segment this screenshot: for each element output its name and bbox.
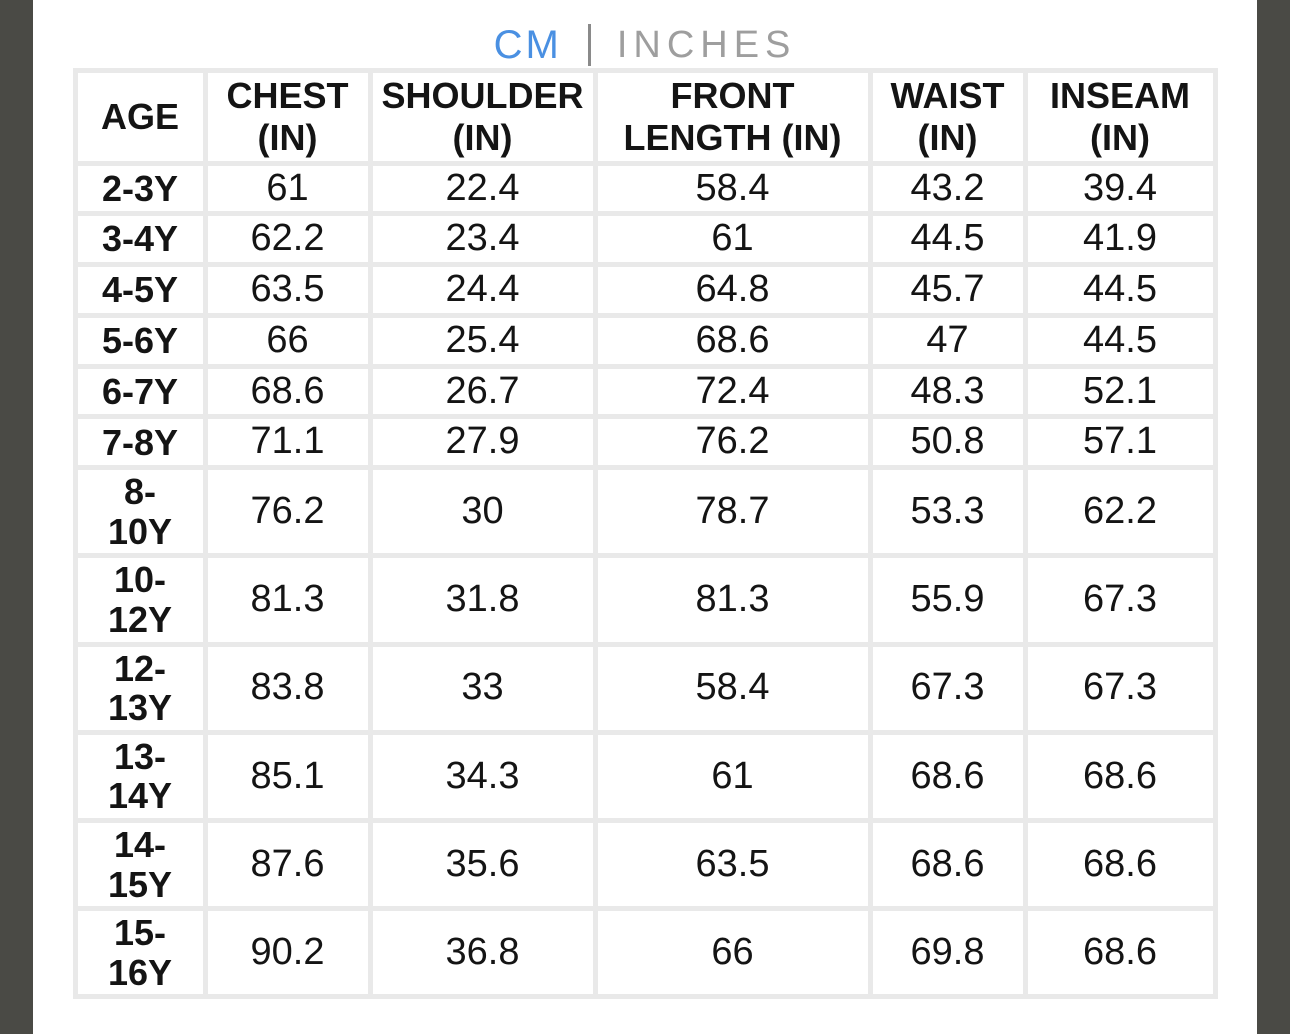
table-row: 8- 10Y 76.2 30 78.7 53.3 62.2 (77, 470, 1213, 554)
inseam-cell: 44.5 (1027, 317, 1213, 364)
inseam-cell: 68.6 (1027, 734, 1213, 819)
inseam-cell: 44.5 (1027, 267, 1213, 313)
waist-cell: 50.8 (872, 419, 1023, 466)
age-cell: 6-7Y (77, 368, 203, 415)
unit-cm-button[interactable]: CM (493, 22, 562, 67)
table-row: 10- 12Y 81.3 31.8 81.3 55.9 67.3 (77, 558, 1213, 642)
front-length-cell: 64.8 (597, 267, 868, 313)
age-cell: 7-8Y (77, 419, 203, 466)
screen-edge-right (1257, 0, 1290, 1034)
front-length-cell: 78.7 (597, 470, 868, 554)
unit-toggle: CM INCHES (0, 0, 1290, 68)
age-cell: 8- 10Y (77, 470, 203, 554)
header-row: AGE CHEST (IN) SHOULDER (IN) FRONT LENGT… (77, 73, 1213, 161)
table-body: 2-3Y 61 22.4 58.4 43.2 39.4 3-4Y 62.2 23… (77, 165, 1213, 995)
front-length-cell: 61 (597, 734, 868, 819)
chest-cell: 83.8 (207, 646, 368, 730)
shoulder-cell: 31.8 (372, 558, 593, 642)
chest-cell: 66 (207, 317, 368, 364)
front-length-cell: 76.2 (597, 419, 868, 466)
inseam-cell: 67.3 (1027, 646, 1213, 730)
age-cell: 3-4Y (77, 216, 203, 263)
inseam-cell: 41.9 (1027, 216, 1213, 263)
toggle-divider (587, 24, 591, 66)
age-cell: 15- 16Y (77, 911, 203, 995)
chest-cell: 85.1 (207, 734, 368, 819)
chest-cell: 61 (207, 165, 368, 212)
front-length-cell: 61 (597, 216, 868, 263)
chest-cell: 76.2 (207, 470, 368, 554)
shoulder-cell: 25.4 (372, 317, 593, 364)
inseam-cell: 68.6 (1027, 823, 1213, 907)
table-row: 4-5Y 63.5 24.4 64.8 45.7 44.5 (77, 267, 1213, 313)
shoulder-cell: 24.4 (372, 267, 593, 313)
front-length-cell: 58.4 (597, 165, 868, 212)
inseam-cell: 39.4 (1027, 165, 1213, 212)
waist-cell: 44.5 (872, 216, 1023, 263)
shoulder-cell: 26.7 (372, 368, 593, 415)
table-row: 15- 16Y 90.2 36.8 66 69.8 68.6 (77, 911, 1213, 995)
table-row: 2-3Y 61 22.4 58.4 43.2 39.4 (77, 165, 1213, 212)
col-header-age: AGE (77, 73, 203, 161)
waist-cell: 45.7 (872, 267, 1023, 313)
chest-cell: 68.6 (207, 368, 368, 415)
size-chart-table: AGE CHEST (IN) SHOULDER (IN) FRONT LENGT… (72, 68, 1218, 1000)
waist-cell: 55.9 (872, 558, 1023, 642)
chest-cell: 87.6 (207, 823, 368, 907)
age-cell: 2-3Y (77, 165, 203, 212)
table-row: 13- 14Y 85.1 34.3 61 68.6 68.6 (77, 734, 1213, 819)
inseam-cell: 68.6 (1027, 911, 1213, 995)
waist-cell: 53.3 (872, 470, 1023, 554)
front-length-cell: 72.4 (597, 368, 868, 415)
col-header-shoulder: SHOULDER (IN) (372, 73, 593, 161)
age-cell: 13- 14Y (77, 734, 203, 819)
waist-cell: 68.6 (872, 734, 1023, 819)
table-row: 5-6Y 66 25.4 68.6 47 44.5 (77, 317, 1213, 364)
front-length-cell: 81.3 (597, 558, 868, 642)
front-length-cell: 63.5 (597, 823, 868, 907)
unit-inches-button[interactable]: INCHES (616, 23, 797, 66)
age-cell: 12- 13Y (77, 646, 203, 730)
table-row: 3-4Y 62.2 23.4 61 44.5 41.9 (77, 216, 1213, 263)
inseam-cell: 57.1 (1027, 419, 1213, 466)
waist-cell: 68.6 (872, 823, 1023, 907)
inseam-cell: 52.1 (1027, 368, 1213, 415)
waist-cell: 47 (872, 317, 1023, 364)
table-row: 14- 15Y 87.6 35.6 63.5 68.6 68.6 (77, 823, 1213, 907)
inseam-cell: 67.3 (1027, 558, 1213, 642)
chest-cell: 90.2 (207, 911, 368, 995)
table-row: 6-7Y 68.6 26.7 72.4 48.3 52.1 (77, 368, 1213, 415)
shoulder-cell: 35.6 (372, 823, 593, 907)
chest-cell: 63.5 (207, 267, 368, 313)
table-row: 7-8Y 71.1 27.9 76.2 50.8 57.1 (77, 419, 1213, 466)
shoulder-cell: 30 (372, 470, 593, 554)
shoulder-cell: 34.3 (372, 734, 593, 819)
col-header-chest: CHEST (IN) (207, 73, 368, 161)
age-cell: 5-6Y (77, 317, 203, 364)
waist-cell: 69.8 (872, 911, 1023, 995)
chest-cell: 71.1 (207, 419, 368, 466)
chest-cell: 62.2 (207, 216, 368, 263)
col-header-waist: WAIST (IN) (872, 73, 1023, 161)
table-row: 12- 13Y 83.8 33 58.4 67.3 67.3 (77, 646, 1213, 730)
shoulder-cell: 36.8 (372, 911, 593, 995)
front-length-cell: 58.4 (597, 646, 868, 730)
front-length-cell: 68.6 (597, 317, 868, 364)
screen-edge-left (0, 0, 33, 1034)
age-cell: 10- 12Y (77, 558, 203, 642)
age-cell: 14- 15Y (77, 823, 203, 907)
front-length-cell: 66 (597, 911, 868, 995)
col-header-front-length: FRONT LENGTH (IN) (597, 73, 868, 161)
waist-cell: 67.3 (872, 646, 1023, 730)
col-header-inseam: INSEAM (IN) (1027, 73, 1213, 161)
shoulder-cell: 22.4 (372, 165, 593, 212)
waist-cell: 43.2 (872, 165, 1023, 212)
shoulder-cell: 27.9 (372, 419, 593, 466)
chest-cell: 81.3 (207, 558, 368, 642)
age-cell: 4-5Y (77, 267, 203, 313)
shoulder-cell: 33 (372, 646, 593, 730)
inseam-cell: 62.2 (1027, 470, 1213, 554)
waist-cell: 48.3 (872, 368, 1023, 415)
shoulder-cell: 23.4 (372, 216, 593, 263)
